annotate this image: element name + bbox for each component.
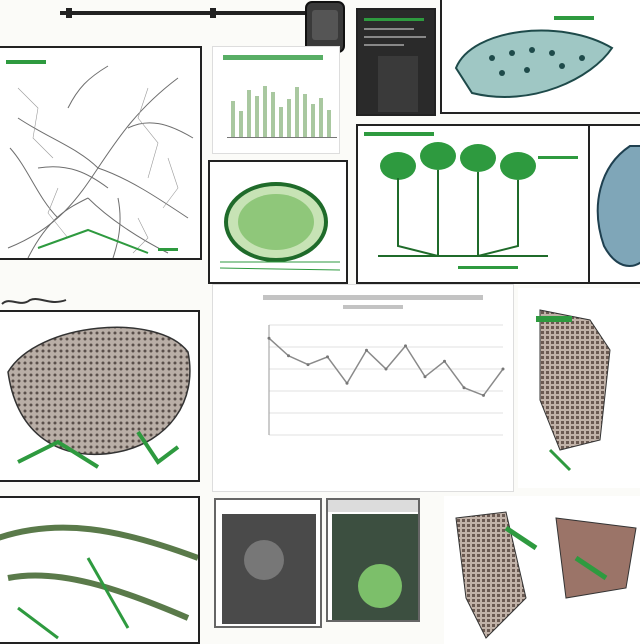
root-network-panel [0,46,202,260]
bar-mark [287,99,291,137]
textured-organism-illustration [0,312,200,482]
bar-mark [319,98,323,137]
bar-mark [231,101,235,137]
data-point [385,368,388,371]
left-decorative-label [0,294,70,308]
bar-mark [311,104,315,137]
leaf-shape [442,0,640,114]
bar-mark [255,96,259,137]
bar-mark [279,107,283,137]
data-point [463,386,466,389]
data-point [346,382,349,385]
data-point [365,349,368,352]
textured-structures-panel [444,496,640,644]
microscopy-panel [214,498,322,628]
branch-panel [0,496,200,644]
bar-mark [327,110,331,137]
green-cluster-panel [326,498,420,622]
data-point [482,394,485,397]
data-point [424,375,427,378]
woven-column-panel [518,288,640,488]
data-point [404,344,407,347]
textured-organism-panel [0,310,200,482]
data-point [307,363,310,366]
bar-mark [263,86,267,137]
woven-column-illustration [520,290,640,488]
bar-mark [295,87,299,137]
root-network-illustration [0,48,202,260]
branch-illustration [0,498,200,644]
data-point [326,355,329,358]
data-point [287,354,290,357]
bar-chart-panel [212,46,340,154]
line-chart-panel [212,284,514,492]
data-point [502,368,505,371]
data-point [443,360,446,363]
leaf-illustration-panel [440,0,640,114]
green-structure-illustration [358,126,590,284]
textured-structures-illustration [446,498,640,644]
bar-mark [303,94,307,137]
bar-mark [271,92,275,137]
bar-chart-plot [227,77,337,138]
green-structure-panel [356,124,590,284]
top-rail [60,8,310,18]
dark-window-panel [356,8,436,116]
cross-section-illustration [210,162,348,284]
cross-section-panel [208,160,348,284]
bar-mark [239,111,243,137]
bar-mark [247,90,251,137]
data-point [268,337,271,340]
line-chart-plot [213,285,514,492]
creature-illustration-panel [588,124,640,284]
